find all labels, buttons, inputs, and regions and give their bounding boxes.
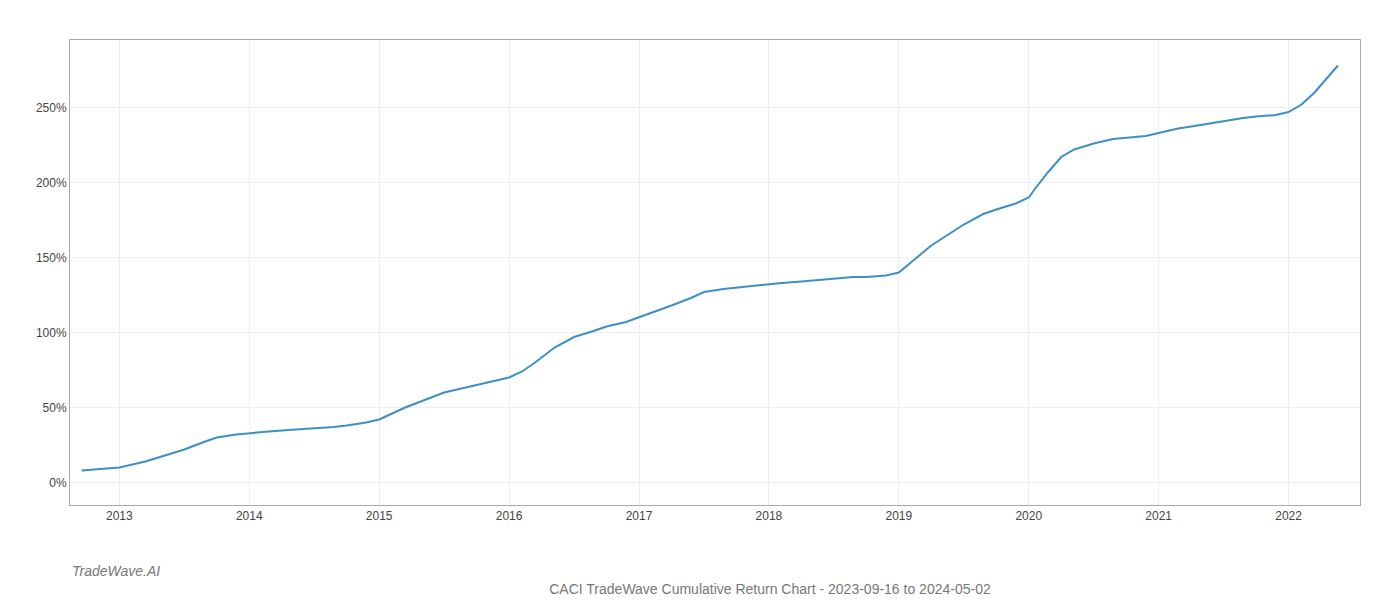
svg-text:2020: 2020 (1015, 509, 1042, 523)
svg-text:CACI TradeWave Cumulative Retu: CACI TradeWave Cumulative Return Chart -… (549, 581, 991, 597)
svg-text:2014: 2014 (236, 509, 263, 523)
svg-text:2022: 2022 (1275, 509, 1302, 523)
svg-text:2018: 2018 (756, 509, 783, 523)
svg-text:150%: 150% (36, 251, 67, 265)
svg-text:TradeWave.AI: TradeWave.AI (72, 563, 160, 579)
svg-text:2019: 2019 (885, 509, 912, 523)
svg-text:2017: 2017 (626, 509, 653, 523)
svg-text:50%: 50% (43, 401, 67, 415)
svg-text:250%: 250% (36, 101, 67, 115)
svg-text:2021: 2021 (1145, 509, 1172, 523)
svg-text:2013: 2013 (106, 509, 133, 523)
svg-text:2015: 2015 (366, 509, 393, 523)
svg-text:0%: 0% (49, 476, 67, 490)
svg-text:2016: 2016 (496, 509, 523, 523)
svg-text:200%: 200% (36, 176, 67, 190)
svg-text:100%: 100% (36, 326, 67, 340)
